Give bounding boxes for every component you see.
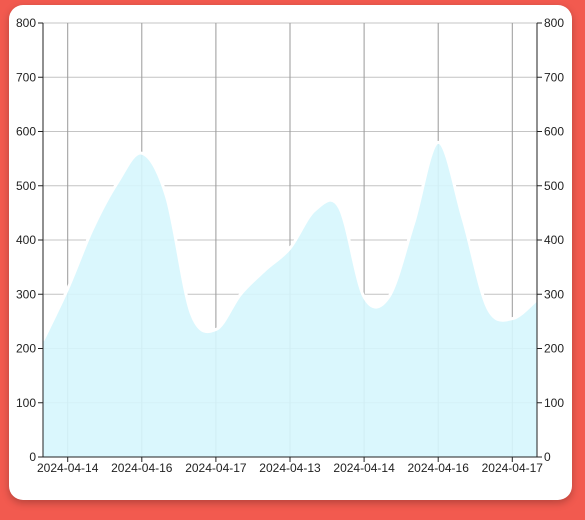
y-tick-label: 500 (16, 179, 36, 193)
axes (38, 22, 542, 462)
y-tick-label: 200 (544, 342, 564, 356)
y-tick-label: 600 (544, 125, 564, 139)
x-tick-label: 2024-04-16 (111, 461, 173, 475)
y-tick-label: 700 (16, 70, 36, 84)
left-y-tick-labels: 0 100 200 300 400 500 600 700 800 (16, 16, 36, 464)
y-tick-label: 400 (16, 233, 36, 247)
x-tick-labels: 2024-04-14 2024-04-16 2024-04-17 2024-04-13… (37, 461, 543, 475)
area-series-line (41, 140, 538, 342)
right-y-tick-labels: 0 100 200 300 400 500 600 700 800 (544, 16, 564, 464)
y-tick-label: 300 (544, 287, 564, 301)
area-series-fill (43, 142, 537, 457)
x-tick-label: 2024-04-17 (482, 461, 544, 475)
y-tick-label: 0 (29, 450, 36, 464)
x-tick-label: 2024-04-14 (333, 461, 395, 475)
x-tick-label: 2024-04-16 (408, 461, 470, 475)
y-tick-label: 700 (544, 70, 564, 84)
y-tick-label: 100 (544, 396, 564, 410)
y-tick-label: 400 (544, 233, 564, 247)
x-tick-label: 2024-04-13 (259, 461, 321, 475)
y-tick-label: 800 (544, 16, 564, 30)
x-tick-label: 2024-04-14 (37, 461, 99, 475)
x-tick-label: 2024-04-17 (185, 461, 247, 475)
y-tick-label: 100 (16, 396, 36, 410)
y-tick-label: 300 (16, 287, 36, 301)
y-tick-label: 800 (16, 16, 36, 30)
y-tick-label: 0 (544, 450, 551, 464)
y-tick-label: 500 (544, 179, 564, 193)
y-tick-label: 200 (16, 342, 36, 356)
y-tick-label: 600 (16, 125, 36, 139)
